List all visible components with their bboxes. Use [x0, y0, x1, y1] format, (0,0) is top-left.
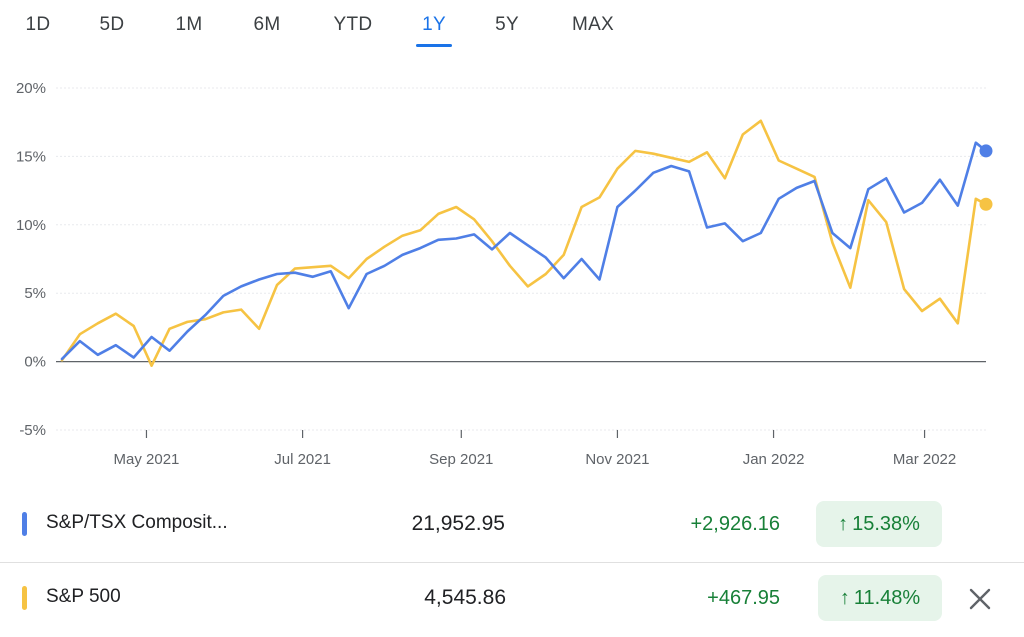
comparison-line-chart[interactable]: 20% 15% 10% 5% 0% -5% May 2021 Jul 2021 Sep 202… [0, 60, 1024, 480]
tsx-endpoint-marker [979, 144, 993, 158]
x-tick-label: May 2021 [114, 451, 180, 468]
legend-row-sp500[interactable]: S&P 500 4,545.86 +467.95 ↑ 11.48% [0, 568, 1024, 628]
tab-6m[interactable]: 6M [253, 14, 281, 35]
percent-value: 11.48% [853, 586, 921, 609]
x-tick-label: Jan 2022 [743, 451, 805, 468]
x-tick-label: Nov 2021 [585, 451, 649, 468]
y-tick-label: 10% [16, 217, 46, 234]
tsx-color-swatch [22, 512, 27, 536]
arrow-up-icon: ↑ [838, 512, 849, 535]
tsx-series-line [60, 141, 988, 361]
percent-value: 15.38% [852, 512, 920, 535]
y-tick-label: 15% [16, 148, 46, 165]
x-tick-label: Sep 2021 [429, 451, 493, 468]
series-change: +2,926.16 [690, 513, 780, 535]
y-tick-label: 20% [16, 80, 46, 97]
percent-change-badge: ↑ 11.48% [818, 575, 942, 621]
y-tick-label: -5% [19, 422, 46, 439]
x-tick-label: Mar 2022 [893, 451, 956, 468]
time-range-tabs: 1D 5D 1M 6M YTD 1Y 5Y MAX [0, 0, 1024, 48]
y-tick-label: 0% [24, 354, 46, 371]
tab-1y[interactable]: 1Y [422, 14, 446, 35]
legend-row-tsx[interactable]: S&P/TSX Composit... 21,952.95 +2,926.16 … [0, 494, 1024, 554]
tab-max[interactable]: MAX [571, 14, 615, 35]
tab-5d[interactable]: 5D [99, 14, 125, 35]
sp500-endpoint-marker [979, 197, 993, 211]
tab-ytd[interactable]: YTD [333, 14, 373, 35]
tab-5y[interactable]: 5Y [495, 14, 519, 35]
series-price: 21,952.95 [411, 512, 505, 535]
x-tick-label: Jul 2021 [274, 451, 331, 468]
series-change: +467.95 [707, 587, 780, 609]
percent-change-badge: ↑ 15.38% [816, 501, 942, 547]
tab-1d[interactable]: 1D [25, 14, 51, 35]
series-price: 4,545.86 [424, 586, 506, 609]
series-name: S&P 500 [46, 586, 121, 607]
series-name: S&P/TSX Composit... [46, 512, 228, 533]
sp500-color-swatch [22, 586, 27, 610]
sp500-series-line [60, 119, 988, 368]
arrow-up-icon: ↑ [839, 586, 850, 609]
active-tab-indicator [416, 44, 452, 47]
close-icon[interactable] [965, 584, 995, 614]
row-divider [0, 562, 1024, 563]
y-tick-label: 5% [24, 285, 46, 302]
tab-1m[interactable]: 1M [175, 14, 203, 35]
